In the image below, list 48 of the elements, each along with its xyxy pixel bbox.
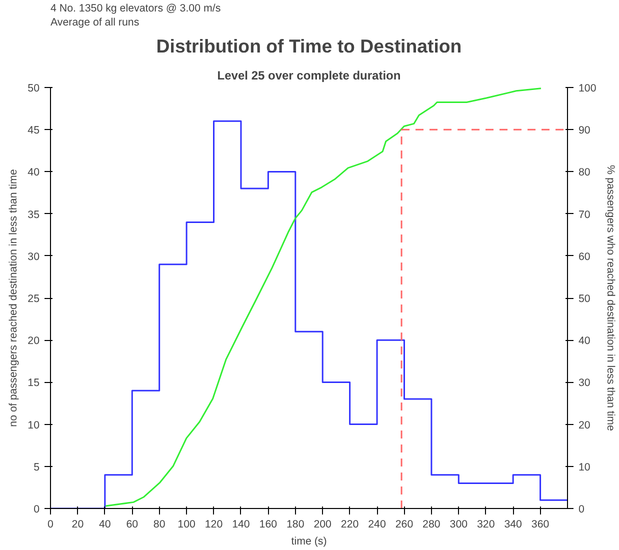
y2-tick-label: 70 (578, 208, 590, 221)
y-tick-label: 45 (28, 124, 40, 137)
x-tick-label: 40 (98, 518, 111, 530)
text: 4 No. 1350 kg elevators @ 3.00 m/s (50, 2, 221, 14)
x-tick-label: 320 (476, 518, 495, 530)
y2-tick-label: 50 (578, 293, 590, 305)
y-tick-label: 50 (28, 82, 40, 94)
y-axis-title: no of passengers reached destination in less than time (8, 169, 20, 427)
x-tick-label: 260 (395, 518, 414, 530)
x-tick-label: 80 (153, 518, 166, 530)
x-tick-label: 0 (48, 518, 54, 530)
x-tick-label: 340 (504, 518, 522, 530)
y2-tick-label: 80 (578, 166, 590, 179)
y-tick-label: 35 (28, 208, 40, 221)
y2-tick-label: 100 (578, 82, 596, 94)
x-tick-label: 120 (204, 518, 223, 530)
y-tick-label: 20 (28, 335, 40, 348)
x-tick-label: 220 (340, 518, 359, 530)
y2-tick-label: 0 (578, 504, 584, 516)
y-tick-label: 0 (34, 504, 40, 516)
y-tick-label: 30 (28, 250, 40, 263)
x-tick-label: 280 (422, 518, 440, 530)
x-tick-label: 300 (450, 518, 468, 530)
x-axis-title: time (s) (291, 536, 327, 548)
y2-tick-label: 30 (578, 377, 590, 390)
x-tick-label: 160 (259, 518, 278, 530)
x-tick-label: 20 (72, 518, 84, 530)
x-tick-label: 360 (531, 518, 550, 530)
x-tick-label: 100 (178, 518, 196, 530)
y2-tick-label: 10 (578, 461, 590, 474)
y2-tick-label: 60 (578, 250, 590, 263)
x-tick-label: 180 (286, 518, 304, 530)
x-tick-label: 140 (232, 518, 250, 530)
y-tick-label: 10 (28, 419, 40, 432)
y-tick-label: 5 (34, 461, 40, 474)
y2-tick-label: 90 (578, 124, 590, 137)
x-tick-label: 240 (368, 518, 386, 530)
y2-tick-label: 20 (578, 419, 590, 432)
y2-axis-title: % passengers who reached destination in less than time (604, 165, 616, 432)
text: Average of all runs (50, 16, 140, 28)
y2-tick-label: 40 (578, 335, 590, 348)
x-tick-label: 200 (314, 518, 332, 530)
y-tick-label: 40 (28, 166, 40, 179)
chart-title: Distribution of Time to Destination (156, 36, 462, 56)
y-tick-label: 25 (28, 293, 40, 305)
y-tick-label: 15 (28, 377, 40, 390)
x-tick-label: 60 (126, 518, 138, 530)
chart-subtitle: Level 25 over complete duration (217, 68, 401, 82)
